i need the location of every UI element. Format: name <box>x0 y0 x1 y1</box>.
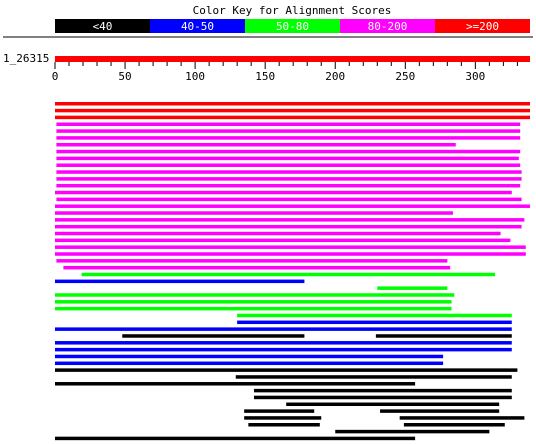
alignment-segment <box>56 149 521 154</box>
alignment-segment <box>55 382 416 386</box>
alignment-segment <box>244 409 315 413</box>
alignment-segment <box>55 354 444 359</box>
alignment-segment <box>55 347 512 352</box>
alignment-segment <box>237 313 512 318</box>
alignment-segment <box>375 334 512 338</box>
alignment-segment <box>55 115 530 120</box>
alignment-segment <box>55 293 455 297</box>
alignment-segment <box>55 231 501 236</box>
alignment-segment <box>286 402 500 407</box>
alignment-segment <box>55 238 511 243</box>
alignment-segment <box>55 211 453 215</box>
alignment-segment <box>55 368 518 372</box>
alignment-segment <box>56 122 521 126</box>
alignment-segment <box>253 388 512 393</box>
alignment-segment <box>56 129 521 133</box>
alignment-segment <box>403 423 505 427</box>
x-tick-label: 0 <box>52 70 59 83</box>
alignment-segment <box>55 279 305 284</box>
alignment-segment <box>380 409 500 413</box>
color-key-swatch <box>245 19 340 33</box>
alignment-segment <box>55 361 444 366</box>
color-key-label: 80-200 <box>368 20 408 33</box>
query-label: 1_26315 <box>3 52 49 65</box>
alignment-segment <box>55 102 530 106</box>
alignment-segment <box>244 416 322 420</box>
alignment-segment <box>56 163 521 167</box>
query-bar <box>55 56 530 62</box>
alignment-segment <box>235 375 512 379</box>
alignment-segment <box>55 224 522 229</box>
alignment-segment <box>248 423 320 427</box>
alignment-segment <box>55 218 525 222</box>
color-key-swatch <box>435 19 530 33</box>
alignment-segment <box>56 156 519 161</box>
x-tick-label: 150 <box>255 70 275 83</box>
alignment-segment <box>55 108 530 113</box>
alignment-segment <box>399 416 525 420</box>
chart-title: Color Key for Alignment Scores <box>193 4 392 17</box>
alignment-segment <box>56 136 521 140</box>
alignment-segment <box>55 204 530 208</box>
x-tick-label: 50 <box>118 70 131 83</box>
alignment-segment <box>55 300 452 304</box>
alignment-segment <box>335 429 490 434</box>
alignment-segment <box>56 142 456 147</box>
color-key-swatch <box>150 19 245 33</box>
alignment-segment <box>56 183 521 188</box>
color-key-swatch <box>55 19 150 33</box>
color-key-label: >=200 <box>466 20 499 33</box>
alignment-segment <box>253 395 512 400</box>
alignment-segment <box>237 320 512 325</box>
x-tick-label: 100 <box>185 70 205 83</box>
alignment-segment <box>55 341 512 345</box>
alignment-segment <box>81 272 495 277</box>
alignment-segment <box>377 286 448 290</box>
color-key-label: 50-80 <box>276 20 309 33</box>
alignment-segment <box>56 197 522 202</box>
alignment-segment <box>122 334 305 338</box>
x-tick-label: 200 <box>325 70 345 83</box>
alignment-segment <box>63 265 451 270</box>
x-tick-label: 300 <box>465 70 485 83</box>
alignment-segment <box>55 436 416 441</box>
color-key-label: 40-50 <box>181 20 214 33</box>
alignment-segment <box>55 252 526 256</box>
alignment-segment <box>55 327 512 331</box>
alignment-segment <box>56 177 522 181</box>
alignment-segment <box>56 259 448 263</box>
alignment-segment <box>56 170 522 174</box>
alignment-segment <box>55 306 452 311</box>
color-key-swatch <box>340 19 435 33</box>
alignment-segment <box>55 190 512 195</box>
color-key-label: <40 <box>93 20 113 33</box>
x-tick-label: 250 <box>395 70 415 83</box>
alignment-segment <box>55 245 526 249</box>
